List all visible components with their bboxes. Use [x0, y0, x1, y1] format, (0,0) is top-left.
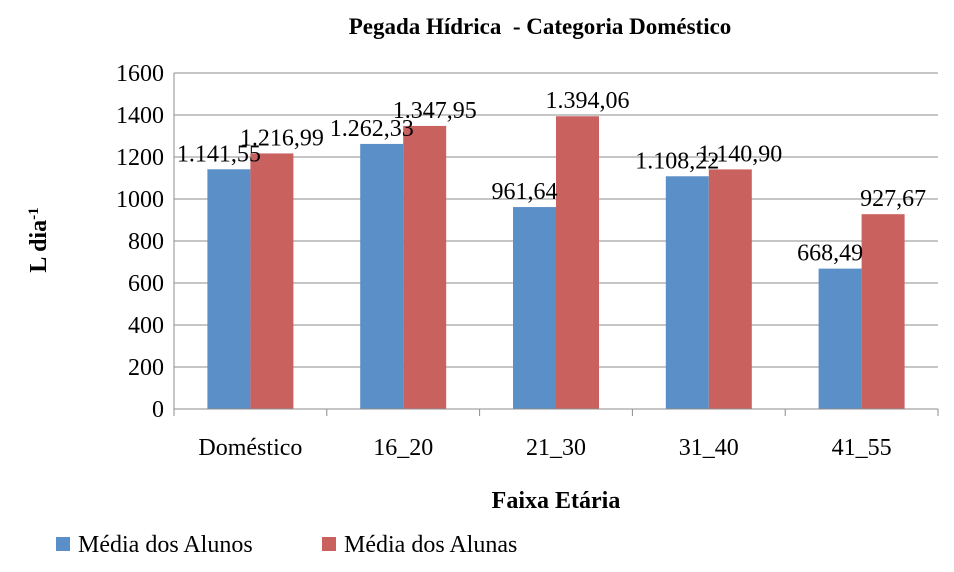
legend-swatch-series-2	[322, 537, 336, 551]
y-tick-label: 1000	[116, 187, 164, 213]
data-label: 1.347,95	[393, 98, 477, 124]
y-tick-label: 1200	[116, 145, 164, 171]
bar	[403, 125, 447, 410]
data-label: 1.262,33	[330, 116, 414, 142]
y-tick-label: 200	[128, 355, 164, 381]
x-tick-label: 16_20	[373, 435, 433, 461]
bar	[665, 176, 709, 409]
axes	[173, 73, 939, 416]
data-label: 1.108,22	[635, 148, 719, 174]
y-tick-label: 600	[128, 271, 164, 297]
bar	[207, 169, 251, 409]
y-tick-label: 800	[128, 229, 164, 255]
data-label: 1.140,90	[698, 141, 782, 167]
x-axis-title: Faixa Etária	[492, 488, 621, 514]
bars	[207, 116, 905, 410]
data-label: 927,67	[860, 186, 926, 212]
bar	[360, 143, 404, 409]
data-label: 668,49	[797, 241, 863, 267]
chart-title: Pegada Hídrica - Categoria Doméstico	[349, 14, 732, 39]
x-tick-label: 21_30	[526, 435, 586, 461]
bar	[861, 214, 905, 409]
data-label: 1.141,55	[177, 141, 261, 167]
x-tick-label: 41_55	[832, 435, 892, 461]
y-axis-title: L dia-1	[26, 207, 52, 272]
bar	[513, 207, 556, 409]
bar	[708, 169, 752, 409]
data-label: 1.394,06	[546, 88, 630, 114]
y-tick-labels: 0 200 400 600 800 1000 1200 1400 1600	[116, 61, 164, 423]
y-tick-label: 1400	[116, 103, 164, 129]
y-tick-label: 0	[152, 397, 164, 423]
bar	[250, 153, 294, 409]
data-labels: 1.141,55 1.262,33 961,64 1.108,22 668,49 1.21…	[177, 88, 926, 266]
x-tick-label: 31_40	[679, 435, 739, 461]
y-tick-label: 1600	[116, 61, 164, 87]
bar	[818, 268, 862, 409]
legend-label-series-2: Média dos Alunas	[344, 532, 517, 558]
bar	[556, 116, 599, 409]
legend-swatch-series-1	[56, 537, 70, 551]
data-label: 961,64	[492, 179, 558, 205]
legend: Média dos Alunos Média dos Alunas	[56, 532, 517, 558]
x-tick-label: Doméstico	[198, 435, 302, 461]
data-label: 1.216,99	[240, 125, 324, 151]
legend-label-series-1: Média dos Alunos	[78, 532, 253, 558]
y-tick-label: 400	[128, 313, 164, 339]
x-tick-labels: Doméstico 16_20 21_30 31_40 41_55	[198, 435, 891, 461]
